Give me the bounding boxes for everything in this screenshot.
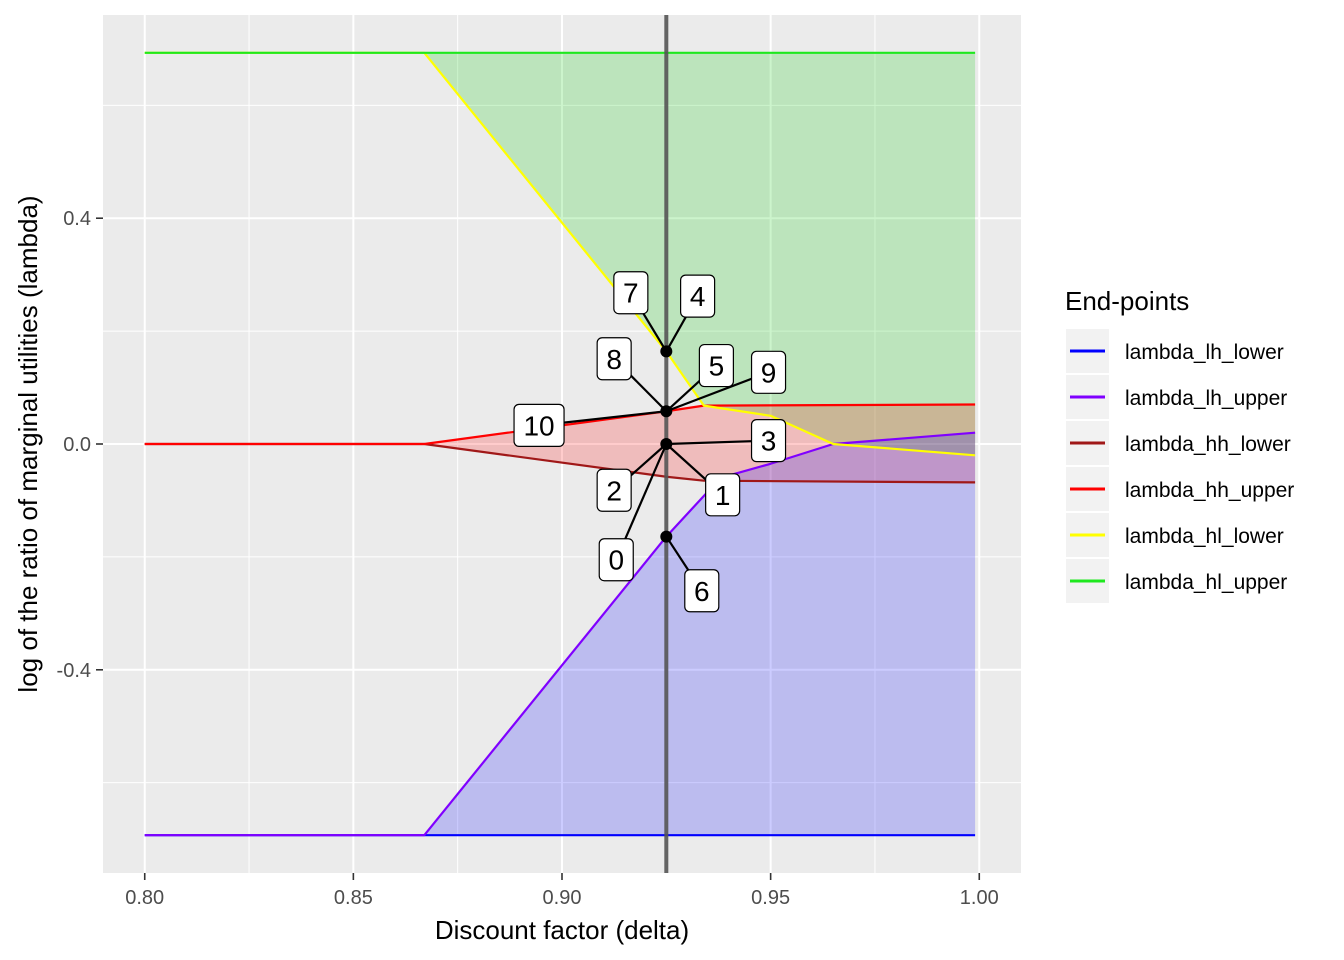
data-point: [660, 530, 673, 543]
point-label: 8: [606, 344, 622, 375]
legend: End-points lambda_lh_lower lambda_lh_uppe…: [1065, 286, 1294, 603]
y-tick-label: 0.0: [63, 434, 91, 456]
x-tick-label: 0.90: [543, 887, 582, 909]
point-label-box: [598, 538, 634, 582]
point-label: 3: [761, 426, 777, 457]
point-label: 9: [761, 357, 777, 388]
y-tick-label: 0.4: [63, 208, 91, 230]
point-label: 1: [715, 480, 731, 511]
ribbon-area: [424, 52, 976, 456]
y-axis: -0.4 0.0 0.4: [57, 208, 103, 682]
point-label-box: [613, 271, 649, 315]
point-label: 5: [709, 351, 725, 382]
point-labels: 0 1 2 3 4 5 6 7 8 9 10: [513, 271, 787, 613]
point-label-box: [680, 274, 716, 318]
ribbon-areas: [424, 52, 976, 836]
point-label-box: [596, 337, 632, 381]
x-tick-label: 0.95: [751, 887, 790, 909]
point-label: 2: [606, 475, 622, 506]
data-points: [660, 345, 673, 543]
x-axis-title: Discount factor (delta): [435, 915, 689, 945]
point-label-box: [513, 403, 565, 447]
point-label: 0: [608, 545, 624, 576]
point-label-box: [684, 569, 720, 613]
point-label-box: [705, 473, 741, 517]
x-tick-label: 0.85: [334, 887, 373, 909]
legend-label: lambda_hh_lower: [1125, 433, 1291, 456]
point-label: 4: [690, 281, 706, 312]
legend-label: lambda_lh_lower: [1125, 341, 1284, 364]
x-axis: 0.80 0.85 0.90 0.95 1.00: [125, 873, 999, 909]
y-tick-label: -0.4: [57, 660, 91, 682]
data-point: [660, 405, 673, 418]
legend-label: lambda_hl_lower: [1125, 525, 1284, 548]
point-label: 7: [623, 278, 639, 309]
y-axis-title: log of the ratio of marginal utilities (…: [13, 195, 43, 692]
ribbon-area: [424, 432, 976, 836]
data-point: [660, 438, 673, 450]
legend-label: lambda_hh_upper: [1125, 479, 1294, 502]
legend-label: lambda_hl_upper: [1125, 571, 1287, 594]
point-label-box: [750, 350, 787, 394]
legend-title: End-points: [1065, 286, 1189, 316]
point-label-box: [596, 468, 632, 512]
data-point: [660, 345, 673, 358]
x-tick-label: 0.80: [125, 887, 164, 909]
point-label-box: [750, 419, 787, 463]
point-label: 6: [694, 576, 710, 607]
point-label: 10: [523, 410, 554, 441]
point-label-box: [698, 343, 734, 388]
x-tick-label: 1.00: [960, 887, 999, 909]
legend-label: lambda_lh_upper: [1125, 387, 1287, 410]
